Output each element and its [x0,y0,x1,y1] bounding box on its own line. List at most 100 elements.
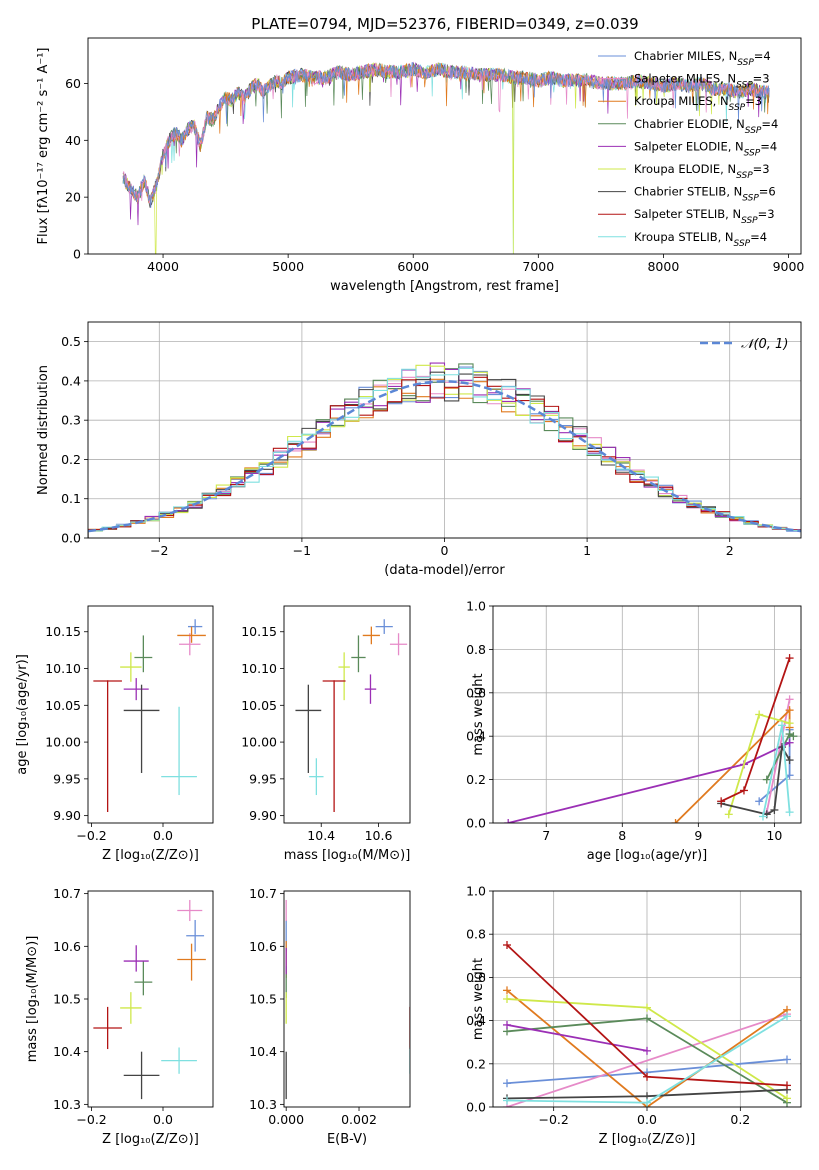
x-tick-label: 10.6 [365,828,393,843]
x-axis-label: Z [log₁₀(Z/Z⊙)] [102,1132,199,1147]
errorbar-kroupa-elodie [120,652,142,682]
label-rest: =6 [759,185,776,199]
legend-label: Kroupa STELIB, NSSP=4 [634,230,767,249]
y-tick-label: 10.3 [53,1097,81,1112]
y-tick-label: 10.4 [53,1044,81,1059]
x-tick-label: 6000 [397,259,429,274]
series-line [506,989,788,1107]
errorbar-chabrier-elodie [134,635,153,673]
mass-weight-chabrier-elodie [503,1014,791,1107]
errorbar-kroupa-miles [177,626,206,643]
axes-age-vs-mass: 10.4 10.6 9.90 9.95 10.00 10.05 10.10 10.15 mass… [241,605,411,863]
y-axis-label: Flux [fλ10⁻¹⁷ erg cm⁻² s⁻¹ A⁻¹] [36,48,51,245]
errorbar-salpeter-elodie [123,945,149,972]
y-tick-label: 0.0 [61,531,81,546]
y-tick-label: 0.6 [466,685,486,700]
y-tick-label: 10.5 [53,992,81,1007]
errorbar-salpeter-miles [389,633,408,656]
x-tick-label: −0.2 [76,1112,106,1127]
axes-frame [283,605,411,824]
x-axis-label: age [log₁₀(age/yr)] [587,848,708,863]
legend-label: Chabrier MILES, NSSP=4 [634,49,771,68]
errorbar-kroupa-miles [177,943,206,981]
axes-residuals: −2 −1 0 1 2 0.0 0.1 0.2 0.3 0.4 0.5 (data-model)/er… [36,321,802,578]
plot-area [504,654,798,823]
errorbar-chabrier-elodie [351,635,366,673]
mass-weight-kroupa-stelib [503,1012,791,1107]
x-tick-label: 10.4 [307,828,335,843]
errorbar-kroupa-stelib [161,1047,197,1074]
errorbar-kroupa-stelib [309,758,324,796]
x-axis-label: wavelength [Angstrom, rest frame] [330,279,559,294]
mass-weight-salpeter-elodie [504,738,794,823]
y-tick-label: 0.6 [466,970,486,985]
label-rest: =4 [760,139,777,153]
axes-mass-weight-vs-age: 7 8 9 10 0.0 0.2 0.4 0.6 0.8 1.0 age [log₁₀(age/yr… [466,599,802,863]
subscript: SSP [741,216,758,226]
subscript: SSP [744,148,761,158]
x-tick-label: 8000 [647,259,679,274]
series-line [506,1013,788,1107]
axes-mass-vs-Z: −0.2 0.0 10.3 10.4 10.5 10.6 10.7 Z [log₁₀(Z/Z⊙… [25,886,214,1147]
errorbar-chabrier-miles [186,919,205,952]
y-tick-label: 0.2 [466,1056,486,1071]
legend-label: Chabrier STELIB, NSSP=6 [634,185,776,204]
axes-frame [87,37,802,255]
errorbar-kroupa-stelib [161,706,197,796]
subscript: SSP [729,103,746,113]
spectrum-line-chabrier-miles [122,62,770,208]
plot-area [295,619,408,812]
errorbar-kroupa-miles [362,626,380,645]
axes-mass-weight-vs-Z: −0.2 0.0 0.2 0.0 0.2 0.4 0.6 0.8 1.0 Z [log₁₀(Z/Z… [466,884,802,1147]
axes-mass-vs-ebv: 0.000 0.002 10.3 10.4 10.5 10.6 10.7 E(B-V) [249,886,411,1147]
y-tick-label: 0.4 [466,1013,486,1028]
y-tick-label: 20 [65,190,81,205]
y-tick-label: 9.90 [249,808,277,823]
x-axis-label: Z [log₁₀(Z/Z⊙)] [102,848,199,863]
mass-weight-kroupa-stelib [758,721,794,821]
errorbar-salpeter-elodie [364,674,377,704]
y-tick-label: 0.4 [466,729,486,744]
errorbar-salpeter-stelib [93,680,122,812]
y-tick-label: 0.8 [466,927,486,942]
y-tick-label: 0.8 [466,642,486,657]
y-axis-label: age [log₁₀(age/yr)] [15,654,30,775]
mass-weight-chabrier-miles [503,1055,791,1088]
subscript: SSP [734,239,751,249]
x-axis-label: (data-model)/error [384,563,505,578]
mass-weight-kroupa-elodie [724,710,794,819]
normal-reference-curve [88,380,801,533]
legend-label: Salpeter ELODIE, NSSP=4 [634,139,777,158]
y-tick-label: 9.90 [53,808,81,823]
label-rest: =4 [761,117,778,131]
errorbar-salpeter-elodie [123,678,149,701]
histogram-kroupa-stelib [88,367,801,538]
errorbar-chabrier-stelib [123,1051,160,1100]
label-rest: =4 [754,49,771,63]
y-tick-label: 0.2 [61,452,81,467]
y-tick-label: 9.95 [249,771,277,786]
y-tick-label: 10.3 [249,1097,277,1112]
x-tick-label: 0 [441,543,449,558]
y-tick-label: 10.5 [249,992,277,1007]
x-axis-label: E(B-V) [327,1132,367,1147]
x-tick-label: 1 [583,543,591,558]
mass-weight-salpeter-elodie [503,1020,651,1055]
axes-frame [87,890,214,1108]
y-tick-label: 10.15 [241,624,277,639]
label-rest: =3 [753,72,770,86]
label-rest: =3 [745,94,762,108]
errorbar-chabrier-miles [375,619,393,634]
x-tick-label: 4000 [147,259,179,274]
figure-title: PLATE=0794, MJD=52376, FIBERID=0349, z=0… [251,15,638,33]
y-tick-label: 1.0 [466,884,486,899]
y-tick-label: 10.05 [241,698,277,713]
series-line [762,725,791,817]
y-tick-label: 10.10 [45,661,81,676]
x-tick-label: −0.2 [76,828,106,843]
x-tick-label: 9000 [773,259,805,274]
y-tick-label: 0.0 [466,816,486,831]
y-tick-label: 10.4 [249,1044,277,1059]
residual-legend: 𝒩(0, 1) [700,337,788,352]
y-axis-label: Normed distribution [36,365,51,495]
